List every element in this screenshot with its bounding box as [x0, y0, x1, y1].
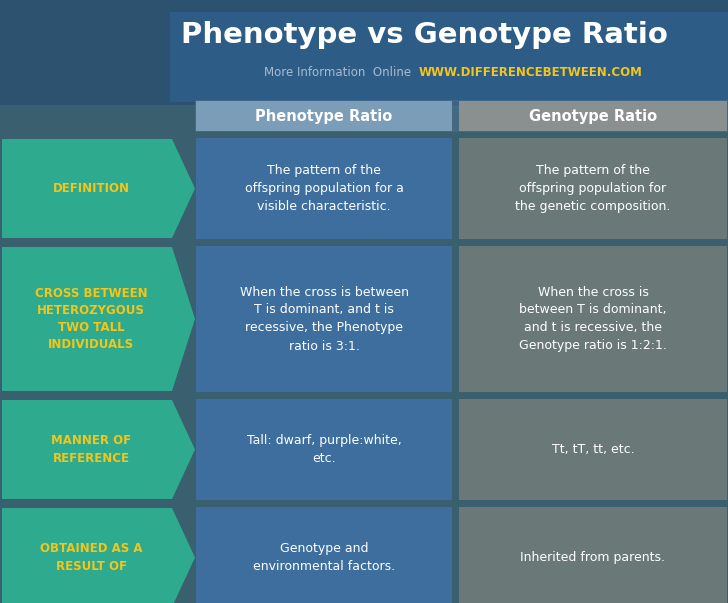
FancyBboxPatch shape: [459, 246, 727, 392]
Polygon shape: [2, 139, 195, 238]
Text: Tt, tT, tt, etc.: Tt, tT, tt, etc.: [552, 443, 634, 456]
Text: Genotype Ratio: Genotype Ratio: [529, 109, 657, 124]
Text: When the cross is
between T is dominant,
and t is recessive, the
Genotype ratio : When the cross is between T is dominant,…: [519, 285, 667, 353]
Text: OBTAINED AS A
RESULT OF: OBTAINED AS A RESULT OF: [40, 543, 142, 572]
Text: When the cross is between
T is dominant, and t is
recessive, the Phenotype
ratio: When the cross is between T is dominant,…: [240, 285, 408, 353]
Polygon shape: [2, 508, 195, 603]
Text: Phenotype Ratio: Phenotype Ratio: [256, 109, 392, 124]
FancyBboxPatch shape: [459, 101, 727, 131]
FancyBboxPatch shape: [0, 0, 728, 105]
Text: WWW.DIFFERENCEBETWEEN.COM: WWW.DIFFERENCEBETWEEN.COM: [419, 66, 643, 78]
Text: The pattern of the
offspring population for
the genetic composition.: The pattern of the offspring population …: [515, 164, 670, 213]
Text: Tall: dwarf, purple:white,
etc.: Tall: dwarf, purple:white, etc.: [247, 434, 401, 465]
FancyBboxPatch shape: [195, 100, 728, 132]
FancyBboxPatch shape: [459, 507, 727, 603]
FancyBboxPatch shape: [459, 399, 727, 500]
FancyBboxPatch shape: [196, 138, 452, 239]
Polygon shape: [2, 247, 195, 391]
Text: CROSS BETWEEN
HETEROZYGOUS
TWO TALL
INDIVIDUALS: CROSS BETWEEN HETEROZYGOUS TWO TALL INDI…: [35, 287, 147, 351]
Text: MANNER OF
REFERENCE: MANNER OF REFERENCE: [51, 435, 131, 464]
FancyBboxPatch shape: [196, 507, 452, 603]
Polygon shape: [2, 400, 195, 499]
Text: Inherited from parents.: Inherited from parents.: [521, 551, 665, 564]
FancyBboxPatch shape: [196, 399, 452, 500]
FancyBboxPatch shape: [196, 101, 452, 131]
Text: DEFINITION: DEFINITION: [52, 182, 130, 195]
FancyBboxPatch shape: [459, 138, 727, 239]
Text: More Information  Online: More Information Online: [264, 66, 419, 78]
Text: Phenotype vs Genotype Ratio: Phenotype vs Genotype Ratio: [181, 21, 668, 49]
Text: The pattern of the
offspring population for a
visible characteristic.: The pattern of the offspring population …: [245, 164, 403, 213]
Text: Genotype and
environmental factors.: Genotype and environmental factors.: [253, 542, 395, 573]
FancyBboxPatch shape: [196, 246, 452, 392]
FancyBboxPatch shape: [170, 12, 728, 102]
